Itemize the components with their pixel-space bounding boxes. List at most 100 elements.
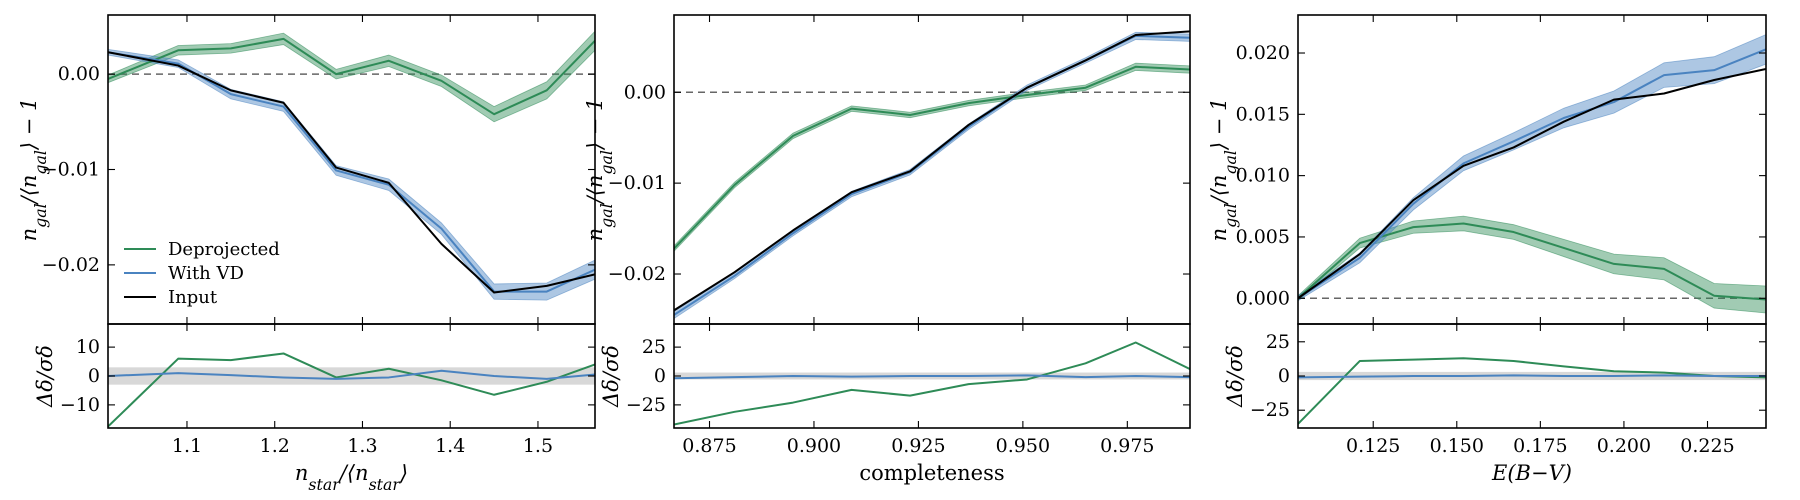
y-axis-label-part: Δδ/σ [599,357,623,408]
legend: Deprojected With VD Input [124,239,280,308]
legend-label: Deprojected [168,239,280,260]
error-band-deprojected [1298,215,1766,314]
x-axis-label-part: star [308,475,341,494]
y-axis-label: ngal/⟨ngal⟩ − 1 [583,98,616,242]
plot-area [108,30,595,301]
y-axis-label-part: gal [31,203,50,228]
y-tick-label: −0.01 [608,172,666,194]
y-axis-label-part: ⟩ − 1 [583,98,607,152]
x-tick-label: 0.125 [1346,435,1400,457]
y-axis-label-part: gal [1221,150,1240,175]
x-tick-label: 1.3 [347,435,377,457]
y-axis-label-part: gal [597,150,616,175]
y-tick-label: 0 [88,365,100,387]
y-tick-label: −25 [626,394,666,416]
y-tick-label: 10 [76,336,100,358]
legend-label: With VD [168,263,244,284]
y-tick-label: 0.000 [1236,287,1290,309]
y-axis-label-part: /⟨n [583,175,607,206]
y-axis-label-part: δ [33,345,57,358]
y-axis-label-part: δ [1223,345,1247,358]
x-axis-label: completeness [859,461,1004,485]
plot-area [1298,34,1766,314]
y-axis-label: Δδ/σδ [599,345,623,408]
panel-bottom-right: 0.125 0.150 0.175 0.200 0.225 −25 0 25 Δδ/σδ E(B−… [1223,323,1767,485]
x-tick-label: 1.2 [260,435,290,457]
y-axis-label-part: gal [31,150,50,175]
x-tick-label: 0.150 [1430,435,1484,457]
y-axis-label: Δδ/σδ [1223,345,1247,408]
series-line-deprojected [1298,357,1766,425]
y-tick-label: 0 [654,365,666,387]
y-tick-label: 0.005 [1236,226,1290,248]
y-axis-label: Δδ/σδ [33,345,57,408]
y-axis-label-part: ⟩ − 1 [1207,98,1231,152]
series-line-deprojected [108,37,595,116]
x-tick-label: 0.175 [1513,435,1567,457]
y-tick-label: 0.00 [624,81,666,103]
y-tick-label: −10 [60,394,100,416]
plot-area [1298,357,1766,425]
series-line-with_vd [674,374,1190,380]
y-axis-label-part: Δδ/σ [1223,357,1247,408]
y-axis-label: ngal/⟨ngal⟩ − 1 [1207,98,1240,242]
y-axis-label-part: n [1207,228,1231,242]
x-tick-label: 0.950 [996,435,1050,457]
y-tick-label: −0.02 [608,263,666,285]
x-axis-label-part: n [295,461,309,485]
y-tick-label: 25 [1266,331,1290,353]
x-tick-label: 1.1 [172,435,202,457]
y-tick-label: 0.010 [1236,165,1290,187]
x-tick-label: 0.925 [891,435,945,457]
y-axis-label-part: gal [1221,203,1240,228]
series-line-deprojected [674,65,1190,250]
y-axis-label: ngal/⟨ngal⟩ − 1 [17,98,50,242]
y-axis-label-part: ⟩ − 1 [17,98,41,152]
y-axis-label-part: /⟨n [1207,175,1231,206]
x-axis-label: nstar/⟨nstar⟩ [295,461,408,494]
y-axis-label-part: gal [597,203,616,228]
series-line-with_vd [108,369,595,380]
panel-bottom-middle: 0.875 0.900 0.925 0.950 0.975 −25 0 25 Δδ/σδ comp… [599,323,1191,485]
y-axis-label-part: δ [599,345,623,358]
series-line-input [674,30,1190,312]
x-axis-label-part: completeness [859,461,1004,485]
x-axis-label-part: star [369,475,402,494]
legend-label: Input [168,287,218,308]
x-axis-label: E(B−V) [1491,461,1572,485]
y-axis-label-part: /⟨n [17,175,41,206]
x-tick-label: 1.4 [435,435,465,457]
series-line-input [108,51,595,294]
y-tick-label: 0 [1278,365,1290,387]
y-tick-label: −0.02 [42,254,100,276]
x-tick-label: 0.200 [1597,435,1651,457]
y-tick-label: 0.00 [58,63,100,85]
x-tick-label: 0.975 [1100,435,1154,457]
y-tick-label: 0.015 [1236,103,1290,125]
x-tick-label: 1.5 [523,435,553,457]
series-line-deprojected [108,352,595,428]
plot-area [674,341,1190,426]
series-line-deprojected [674,341,1190,426]
plot-area [108,352,595,428]
sigma-band [108,367,595,385]
error-band-with_vd [674,31,1190,320]
y-axis-label-part: n [583,228,607,242]
x-axis-label-part: ⟩ [399,461,408,485]
x-tick-label: 0.900 [787,435,841,457]
error-band-deprojected [108,30,595,123]
plot-area [674,30,1190,320]
x-axis-label-part: /⟨n [338,461,369,485]
series-line-with_vd [1298,48,1766,300]
x-tick-label: 0.875 [682,435,736,457]
y-axis-label-part: n [17,228,41,242]
error-band-with_vd [1298,34,1766,302]
y-tick-label: −0.01 [42,159,100,181]
y-axis-label-part: Δδ/σ [33,357,57,408]
series-line-with_vd [1298,374,1766,379]
